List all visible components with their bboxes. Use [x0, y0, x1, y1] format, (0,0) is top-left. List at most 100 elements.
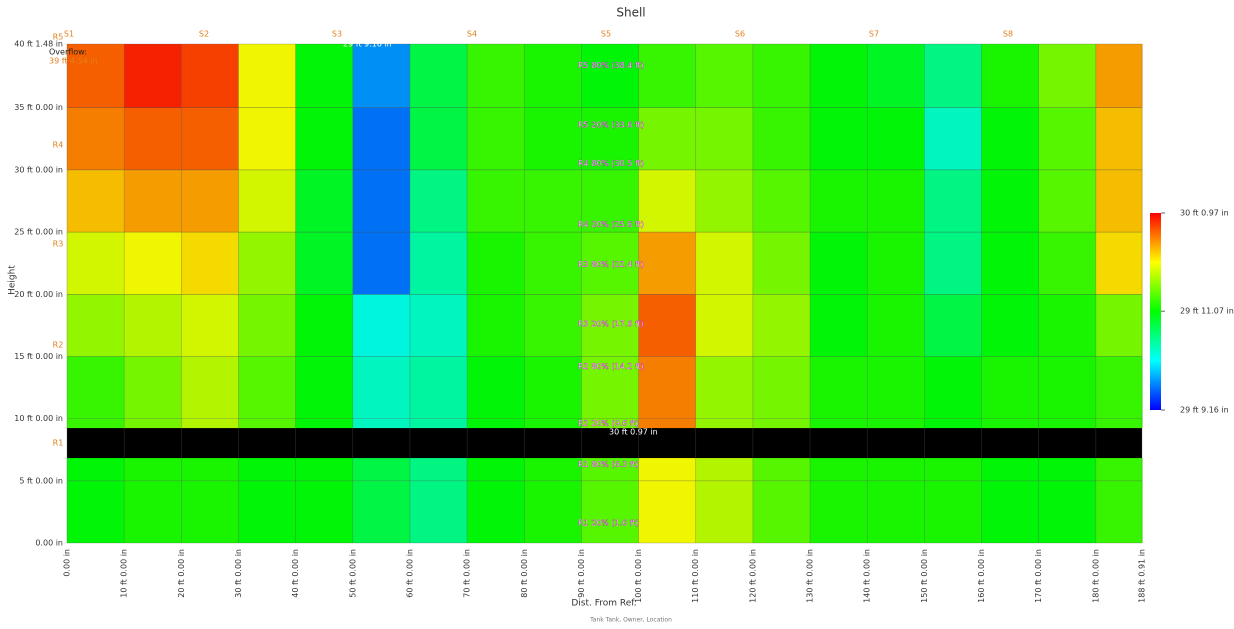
heat-cell [696, 232, 754, 294]
heat-cell [982, 108, 1040, 170]
heat-cell [467, 458, 525, 543]
heat-cell [924, 294, 982, 356]
heat-cell [1096, 356, 1143, 428]
heat-cell [924, 458, 982, 543]
x-tick-label: 120 ft 0.00 in [748, 549, 757, 603]
heat-cell [67, 108, 125, 170]
heat-cell [67, 170, 125, 232]
heat-cell [696, 458, 754, 543]
heat-cell [181, 294, 239, 356]
heat-cell [924, 356, 982, 428]
x-tick-label: 130 ft 0.00 in [806, 549, 815, 603]
chart-title: Shell [616, 6, 645, 20]
heat-cell [810, 108, 868, 170]
shell-label: S4 [467, 30, 477, 39]
heat-cell [296, 108, 354, 170]
heat-cell [353, 294, 411, 356]
heat-cell [1096, 44, 1143, 108]
annotation: R4 80% (30.5 ft) [578, 159, 644, 168]
heat-cell [181, 458, 239, 543]
x-axis-label: Dist. From Ref. [571, 599, 636, 609]
heat-cell [296, 44, 354, 108]
overflow-value: 39 ft 4.54 in [49, 57, 98, 66]
heat-cell [524, 458, 582, 543]
heat-cell [867, 356, 925, 428]
y-tick-label: 15 ft 0.00 in [14, 352, 63, 361]
shell-label: S8 [1003, 30, 1013, 39]
chart: Shell Height Dist. From Ref. Tank Tank, … [0, 0, 1234, 629]
heat-cell [867, 458, 925, 543]
x-tick-label: 20 ft 0.00 in [177, 549, 186, 598]
heat-cell [867, 44, 925, 108]
x-tick-label: 60 ft 0.00 in [405, 549, 414, 598]
y-tick-label: 0.00 in [35, 539, 63, 548]
heat-cell [696, 108, 754, 170]
x-tick-label: 180 ft 0.00 in [1091, 549, 1100, 603]
heat-cell [524, 170, 582, 232]
heat-cell [181, 232, 239, 294]
heat-cell [524, 44, 582, 108]
heat-cell [867, 108, 925, 170]
shell-label: S1 [64, 30, 74, 39]
x-tick-label: 170 ft 0.00 in [1034, 549, 1043, 603]
heat-cell [181, 44, 239, 108]
heat-cell [410, 170, 468, 232]
x-tick-label: 40 ft 0.00 in [291, 549, 300, 598]
x-tick-label: 10 ft 0.00 in [120, 549, 129, 598]
heat-cell [810, 44, 868, 108]
heat-cell [1039, 170, 1097, 232]
heat-cell [639, 108, 697, 170]
heat-cell [67, 356, 125, 428]
y-tick-label: 20 ft 0.00 in [14, 290, 63, 299]
heat-cell [410, 108, 468, 170]
heat-cell [696, 44, 754, 108]
heat-cell [696, 170, 754, 232]
heat-cell [1096, 232, 1143, 294]
annotation: R2 80% (14.2 ft) [578, 362, 644, 371]
heat-cell [639, 458, 697, 543]
heat-cell [353, 108, 411, 170]
heat-cell [982, 458, 1040, 543]
x-tick-label: 0.00 in [63, 549, 72, 577]
heat-cell [810, 232, 868, 294]
heat-cell [924, 170, 982, 232]
heat-cell [982, 170, 1040, 232]
heat-cell [1039, 108, 1097, 170]
heat-cell [924, 232, 982, 294]
heat-cell [867, 294, 925, 356]
heat-cell [982, 294, 1040, 356]
ring-label: R4 [53, 141, 64, 150]
heat-cell [238, 170, 296, 232]
heat-cell [1096, 458, 1143, 543]
annotation: R2 20% (9.6 ft) [578, 419, 639, 428]
heat-cell [124, 458, 182, 543]
heat-cell [753, 170, 811, 232]
heat-cell [67, 232, 125, 294]
heat-cell [124, 44, 182, 108]
heat-cell [353, 44, 411, 108]
heat-cell [810, 294, 868, 356]
heat-cell [467, 108, 525, 170]
heat-cell [753, 108, 811, 170]
x-tick-label: 90 ft 0.00 in [577, 549, 586, 598]
heat-cell [639, 356, 697, 428]
heat-cell [353, 232, 411, 294]
heat-cell [1039, 44, 1097, 108]
heat-cell [524, 232, 582, 294]
ring-label: R3 [53, 240, 64, 249]
ring-label: R2 [53, 341, 64, 350]
heat-cell [639, 44, 697, 108]
heat-cell [524, 356, 582, 428]
heat-cell [1096, 170, 1143, 232]
heat-cell [296, 458, 354, 543]
x-tick-label: 160 ft 0.00 in [977, 549, 986, 603]
heat-cell [410, 294, 468, 356]
heat-cell [124, 294, 182, 356]
heat-cell [296, 294, 354, 356]
shell-label: S3 [332, 30, 342, 39]
y-tick-label: 30 ft 0.00 in [14, 165, 63, 174]
heat-cell [467, 232, 525, 294]
x-tick-label: 188 ft 0.91 in [1138, 549, 1147, 603]
shell-label: S5 [601, 30, 611, 39]
max-marker: 30 ft 0.97 in [609, 428, 658, 437]
